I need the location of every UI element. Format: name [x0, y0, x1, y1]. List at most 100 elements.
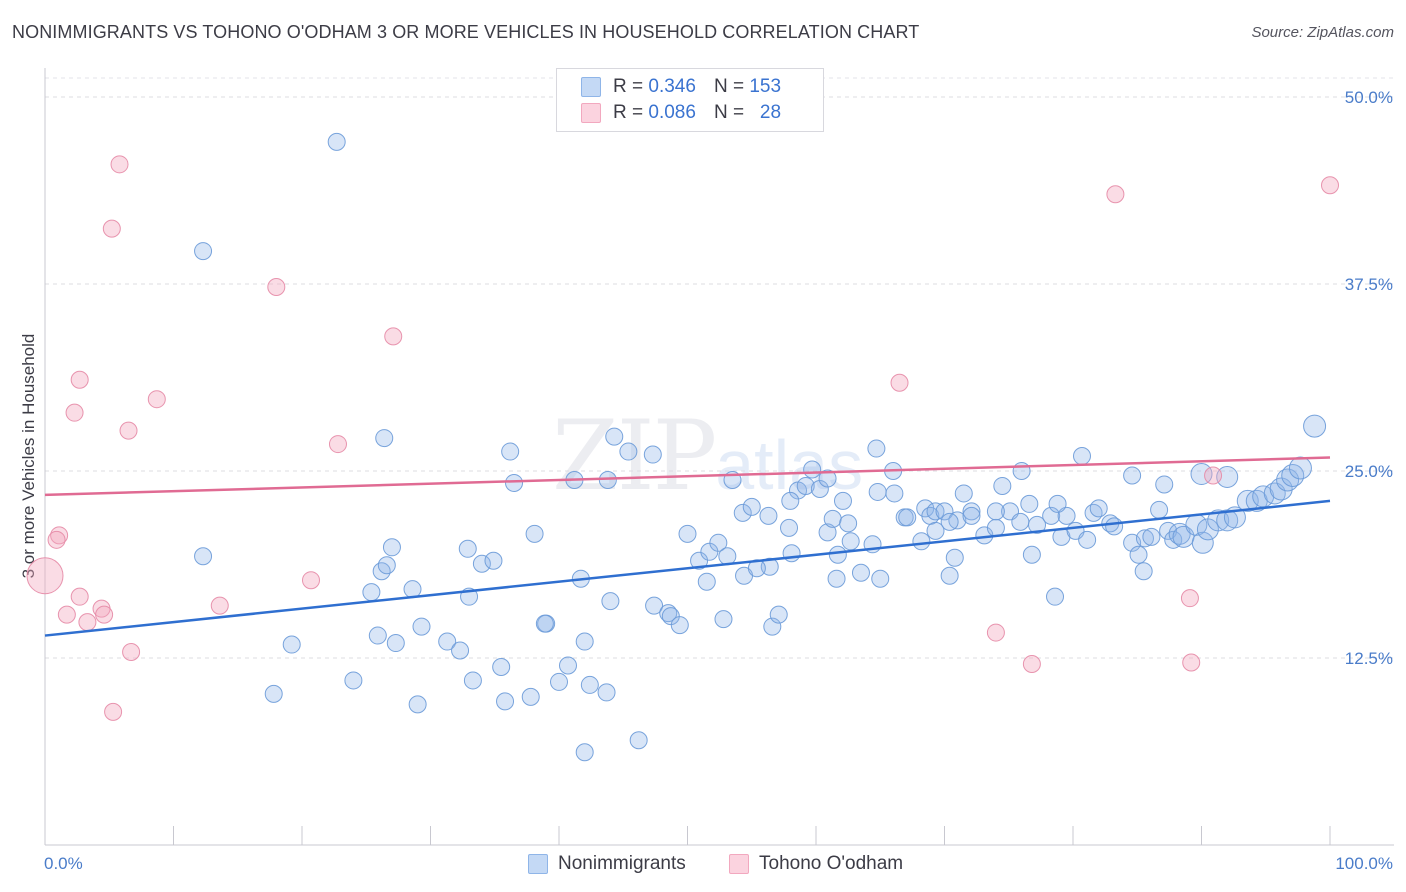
point-tohono: [384, 327, 403, 346]
point-nonimmigrants: [818, 469, 837, 488]
point-nonimmigrants: [823, 509, 842, 528]
point-nonimmigrants: [1011, 512, 1030, 531]
point-nonimmigrants: [782, 544, 801, 563]
point-nonimmigrants: [1072, 447, 1091, 466]
point-nonimmigrants: [780, 518, 799, 537]
bottom-legend-label: Nonimmigrants: [558, 853, 686, 874]
point-nonimmigrants: [769, 605, 788, 624]
y-axis-label: 3 or more Vehicles in Household: [19, 334, 38, 579]
point-nonimmigrants: [362, 583, 381, 602]
legend-swatch-nonimmigrants: [581, 77, 601, 97]
point-nonimmigrants: [1135, 529, 1154, 548]
point-nonimmigrants: [867, 439, 886, 458]
point-nonimmigrants: [386, 634, 405, 653]
point-nonimmigrants: [1303, 414, 1327, 438]
point-tohono: [301, 571, 320, 590]
point-nonimmigrants: [451, 641, 470, 660]
point-tohono: [210, 596, 229, 615]
legend-n-value: 153: [749, 76, 782, 97]
point-nonimmigrants: [810, 479, 829, 498]
point-nonimmigrants: [885, 484, 904, 503]
point-nonimmigrants: [403, 580, 422, 599]
point-nonimmigrants: [1057, 506, 1076, 525]
point-nonimmigrants: [781, 491, 800, 510]
point-nonimmigrants: [796, 476, 815, 495]
y-tick-label: 50.0%: [1345, 88, 1393, 107]
point-tohono: [57, 605, 76, 624]
point-nonimmigrants: [1190, 462, 1213, 485]
point-nonimmigrants: [912, 532, 931, 551]
point-nonimmigrants: [1191, 531, 1214, 554]
point-nonimmigrants: [670, 616, 689, 635]
point-tohono: [95, 605, 114, 624]
point-nonimmigrants: [954, 484, 973, 503]
point-nonimmigrants: [525, 524, 544, 543]
point-tohono: [65, 403, 84, 422]
point-nonimmigrants: [597, 683, 616, 702]
point-nonimmigrants: [619, 442, 638, 461]
point-nonimmigrants: [803, 460, 822, 479]
point-nonimmigrants: [282, 635, 301, 654]
point-tohono: [102, 219, 121, 238]
point-nonimmigrants: [659, 604, 678, 623]
point-nonimmigrants: [833, 491, 852, 510]
watermark: ZIPatlas: [552, 400, 863, 512]
point-nonimmigrants: [1134, 562, 1153, 581]
point-nonimmigrants: [678, 524, 697, 543]
point-nonimmigrants: [372, 562, 391, 581]
point-tohono: [122, 643, 141, 662]
point-nonimmigrants: [733, 503, 752, 522]
y-tick-label: 12.5%: [1345, 649, 1393, 668]
point-nonimmigrants: [993, 476, 1012, 495]
point-nonimmigrants: [643, 445, 662, 464]
point-nonimmigrants: [601, 592, 620, 611]
point-nonimmigrants: [945, 548, 964, 567]
point-tohono: [267, 277, 286, 296]
point-nonimmigrants: [605, 427, 624, 446]
point-tohono: [1022, 654, 1041, 673]
point-nonimmigrants: [709, 533, 728, 552]
point-tohono: [70, 587, 89, 606]
point-nonimmigrants: [368, 626, 387, 645]
point-tohono: [119, 421, 138, 440]
point-nonimmigrants: [839, 514, 858, 533]
point-nonimmigrants: [472, 554, 491, 573]
point-nonimmigrants: [264, 684, 283, 703]
point-nonimmigrants: [550, 672, 568, 691]
point-nonimmigrants: [1288, 456, 1312, 480]
point-nonimmigrants: [501, 442, 520, 461]
point-nonimmigrants: [898, 508, 917, 527]
point-nonimmigrants: [194, 242, 213, 261]
point-nonimmigrants: [1123, 466, 1142, 485]
point-nonimmigrants: [1142, 527, 1161, 546]
point-tohono: [78, 613, 97, 632]
legend-r-value: 0.086: [648, 102, 696, 123]
point-nonimmigrants: [759, 506, 778, 525]
point-tohono: [147, 390, 166, 409]
point-nonimmigrants: [763, 617, 782, 636]
point-nonimmigrants: [940, 566, 959, 585]
point-nonimmigrants: [760, 557, 779, 576]
bottom-legend-tohono: Tohono O'odham: [729, 851, 903, 877]
source-credit: Source: ZipAtlas.com: [1251, 24, 1394, 41]
point-nonimmigrants: [377, 556, 396, 575]
point-nonimmigrants: [1155, 475, 1174, 494]
point-nonimmigrants: [1216, 465, 1239, 488]
point-nonimmigrants: [962, 502, 981, 521]
point-nonimmigrants: [986, 502, 1005, 521]
point-nonimmigrants: [851, 563, 870, 582]
point-nonimmigrants: [1078, 530, 1097, 549]
point-nonimmigrants: [962, 506, 981, 525]
point-nonimmigrants: [742, 497, 761, 516]
point-nonimmigrants: [690, 551, 709, 570]
legend-r-value: 0.346: [648, 76, 696, 97]
point-tohono: [104, 702, 123, 721]
bottom-legend-label: Tohono O'odham: [759, 853, 904, 874]
bottom-legend-nonimmigrants: Nonimmigrants: [528, 851, 686, 877]
watermark-main: ZIP: [552, 400, 717, 512]
point-nonimmigrants: [827, 569, 846, 588]
point-nonimmigrants: [948, 511, 967, 530]
point-tohono: [1106, 185, 1125, 204]
point-tohono: [1321, 176, 1339, 195]
